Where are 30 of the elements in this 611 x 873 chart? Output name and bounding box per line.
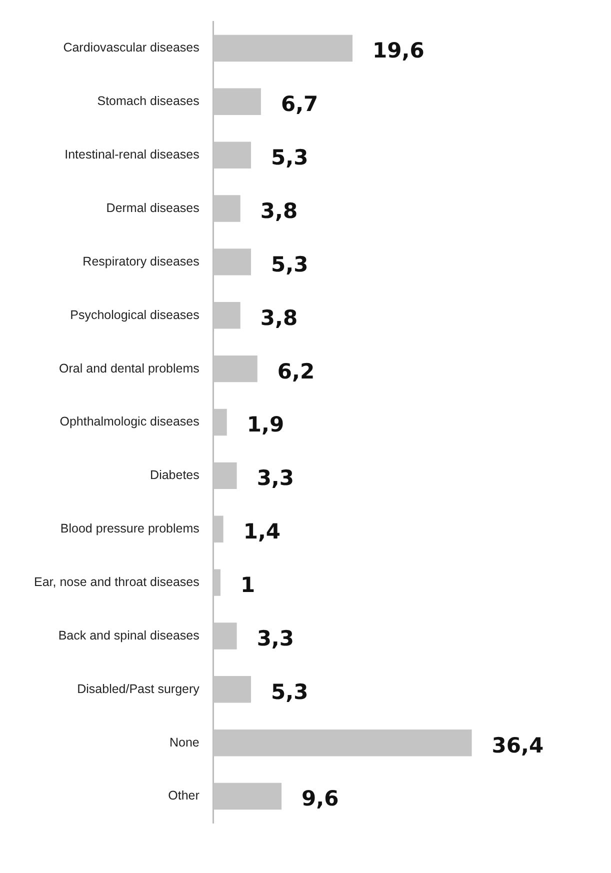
y-tick-label: Back and spinal diseases	[58, 628, 200, 642]
y-tick-label: Diabetes	[150, 468, 200, 482]
y-tick-label: Oral and dental problems	[59, 361, 200, 376]
data-label: 1	[240, 573, 256, 598]
y-tick-label: Cardiovascular diseases	[63, 40, 200, 55]
y-tick-label: Stomach diseases	[97, 94, 200, 108]
y-tick-label: Intestinal-renal diseases	[64, 148, 200, 162]
data-label: 6,2	[277, 359, 315, 384]
data-label: 5,3	[271, 146, 308, 170]
y-tick-label: Blood pressure problems	[60, 522, 200, 536]
y-tick-label: Psychological diseases	[70, 308, 200, 322]
y-tick-label: Respiratory diseases	[82, 254, 200, 268]
data-label: 19,6	[372, 38, 424, 63]
data-label: 3,8	[260, 306, 298, 330]
data-label: 9,6	[302, 786, 339, 811]
y-tick-label: Disabled/Past surgery	[77, 682, 200, 696]
data-label: 3,3	[256, 626, 294, 650]
y-tick-label: Other	[168, 788, 200, 803]
data-label: 3,3	[256, 466, 294, 490]
data-label: 36,4	[492, 733, 544, 758]
y-tick-label: Ophthalmologic diseases	[60, 414, 200, 429]
data-label: 5,3	[271, 680, 308, 704]
data-label: 1,9	[246, 412, 284, 437]
y-tick-label: None	[169, 735, 200, 750]
y-tick-label: Dermal diseases	[106, 200, 200, 215]
data-label: 1,4	[243, 520, 281, 544]
data-label: 3,8	[260, 198, 298, 223]
data-label: 6,7	[280, 92, 318, 116]
data-label: 5,3	[271, 252, 308, 276]
y-tick-label: Ear, nose and throat diseases	[34, 575, 200, 590]
